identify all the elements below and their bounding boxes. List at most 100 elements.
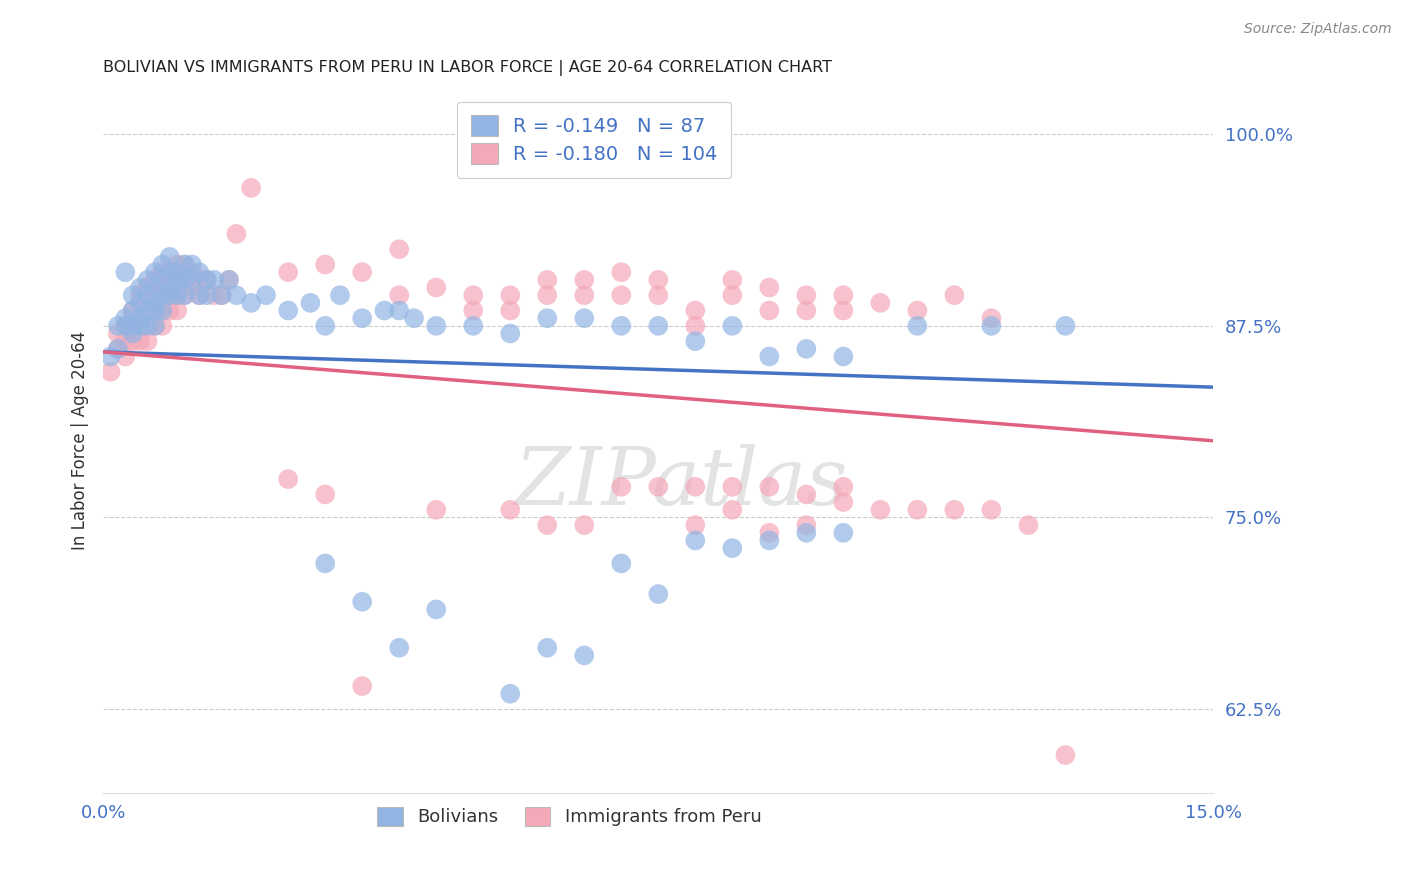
Point [758,350,780,364]
Point [314,557,336,571]
Point [388,288,411,302]
Point [610,557,633,571]
Point [181,258,204,272]
Point [114,318,136,333]
Point [173,288,195,302]
Point [685,480,707,494]
Point [758,480,780,494]
Point [211,288,233,302]
Point [100,365,122,379]
Point [121,318,143,333]
Point [202,288,225,302]
Point [499,503,522,517]
Point [121,303,143,318]
Point [499,303,522,318]
Point [136,273,159,287]
Point [121,318,143,333]
Point [980,503,1002,517]
Point [299,296,322,310]
Point [143,303,166,318]
Point [329,288,352,302]
Point [647,273,669,287]
Point [150,288,173,302]
Point [610,318,633,333]
Point [159,280,181,294]
Legend: Bolivians, Immigrants from Peru: Bolivians, Immigrants from Peru [370,799,769,834]
Point [463,318,485,333]
Point [685,334,707,348]
Point [758,533,780,548]
Point [129,296,152,310]
Point [107,342,129,356]
Point [166,258,188,272]
Point [425,602,447,616]
Point [610,480,633,494]
Point [129,318,152,333]
Point [114,350,136,364]
Point [150,318,173,333]
Text: Source: ZipAtlas.com: Source: ZipAtlas.com [1244,22,1392,37]
Point [143,318,166,333]
Point [536,288,558,302]
Point [647,587,669,601]
Point [159,288,181,302]
Point [136,318,159,333]
Point [796,525,818,540]
Point [121,288,143,302]
Point [905,318,928,333]
Point [150,288,173,302]
Point [758,280,780,294]
Point [150,303,173,318]
Point [388,242,411,256]
Point [647,318,669,333]
Point [685,318,707,333]
Point [832,480,855,494]
Point [181,280,204,294]
Text: BOLIVIAN VS IMMIGRANTS FROM PERU IN LABOR FORCE | AGE 20-64 CORRELATION CHART: BOLIVIAN VS IMMIGRANTS FROM PERU IN LABO… [103,60,832,76]
Point [143,288,166,302]
Point [869,296,891,310]
Point [136,318,159,333]
Point [352,595,374,609]
Point [574,648,596,663]
Point [166,273,188,287]
Point [574,288,596,302]
Point [107,342,129,356]
Point [402,311,425,326]
Point [181,265,204,279]
Point [114,334,136,348]
Point [143,280,166,294]
Point [869,503,891,517]
Point [980,311,1002,326]
Point [129,334,152,348]
Point [388,640,411,655]
Point [195,273,218,287]
Point [832,303,855,318]
Point [536,311,558,326]
Point [536,518,558,533]
Y-axis label: In Labor Force | Age 20-64: In Labor Force | Age 20-64 [72,331,89,550]
Point [240,296,263,310]
Point [388,303,411,318]
Point [188,265,211,279]
Point [173,258,195,272]
Point [758,303,780,318]
Point [129,280,152,294]
Point [685,303,707,318]
Point [150,280,173,294]
Text: ZIPatlas: ZIPatlas [513,444,848,522]
Point [166,303,188,318]
Point [832,350,855,364]
Point [225,227,247,241]
Point [721,480,744,494]
Point [136,334,159,348]
Point [463,288,485,302]
Point [100,350,122,364]
Point [277,265,299,279]
Point [159,265,181,279]
Point [166,265,188,279]
Point [721,541,744,555]
Point [166,288,188,302]
Point [129,311,152,326]
Point [943,288,966,302]
